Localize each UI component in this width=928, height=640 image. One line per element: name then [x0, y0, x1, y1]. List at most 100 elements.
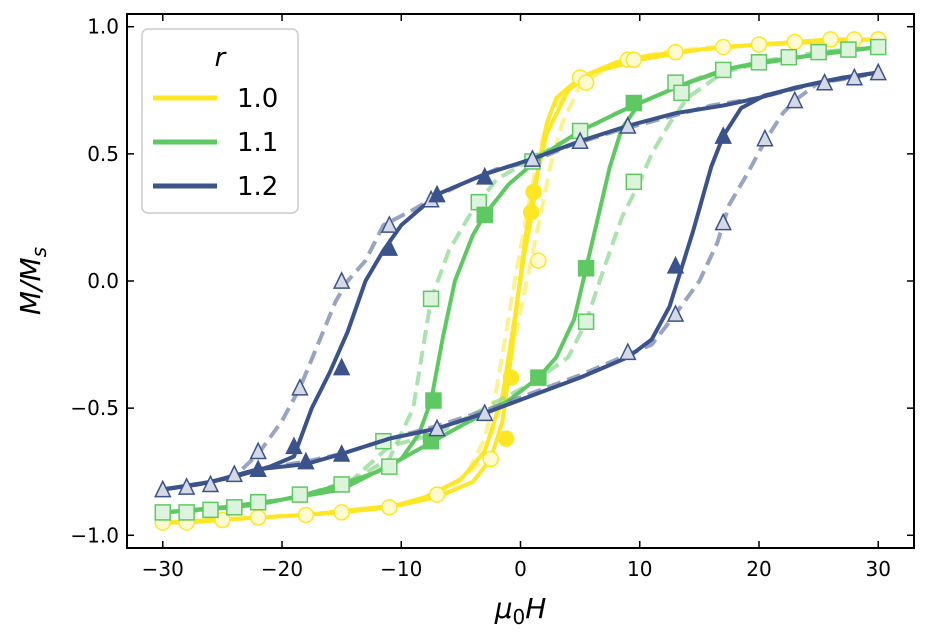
x-tick-label: 10 — [627, 557, 652, 581]
filled-marker-1.1 — [625, 94, 643, 112]
y-tick-label: 1.0 — [87, 15, 119, 39]
y-tick-label: −0.5 — [70, 396, 119, 420]
y-axis-label: M/Ms — [14, 247, 51, 315]
filled-marker-1.2 — [428, 184, 446, 203]
open-marker-1.0 — [297, 506, 315, 524]
open-marker-1.1 — [625, 173, 643, 191]
axis-ticks: −30 −20 −10 0 10 20 30 1.0 0.5 0.0 −0.5 −1.0 — [70, 14, 914, 581]
open-marker-1.2 — [714, 212, 732, 231]
open-marker-1.2 — [177, 477, 196, 495]
series-1.2 — [154, 62, 887, 498]
open-marker-1.1 — [422, 290, 440, 308]
open-marker-1.0 — [667, 43, 684, 61]
open-marker-1.1 — [840, 41, 857, 58]
filled-marker-1.2 — [666, 255, 685, 274]
open-marker-1.1 — [381, 458, 398, 475]
open-marker-1.2 — [225, 464, 244, 483]
open-marker-1.2 — [201, 474, 220, 493]
open-marker-1.0 — [381, 499, 398, 516]
open-marker-1.1 — [249, 493, 267, 511]
open-marker-1.0 — [249, 509, 267, 526]
filled-marker-1.0 — [497, 430, 515, 447]
open-marker-1.2 — [154, 479, 172, 498]
open-marker-1.0 — [577, 74, 595, 91]
x-tick-label: 20 — [746, 557, 771, 581]
x-tick-label: −30 — [142, 557, 184, 581]
open-marker-1.1 — [226, 499, 243, 516]
open-marker-1.1 — [333, 476, 350, 493]
open-marker-1.1 — [577, 313, 595, 330]
x-tick-label: −20 — [261, 557, 303, 581]
filled-marker-1.2 — [332, 357, 351, 376]
filled-marker-1.2 — [380, 238, 399, 256]
open-marker-1.1 — [673, 84, 690, 102]
open-marker-1.0 — [714, 38, 732, 56]
open-marker-1.2 — [523, 149, 542, 167]
open-marker-1.2 — [845, 67, 864, 86]
open-marker-1.0 — [625, 51, 643, 69]
open-marker-1.1 — [750, 54, 768, 71]
open-marker-1.2 — [380, 215, 399, 233]
legend: r 1.0 1.1 1.2 — [141, 28, 299, 214]
open-marker-1.0 — [750, 36, 768, 53]
y-tick-label: −1.0 — [70, 523, 119, 547]
filled-marker-1.2 — [714, 126, 732, 144]
open-marker-1.0 — [530, 252, 547, 269]
open-marker-1.1 — [780, 48, 798, 66]
open-marker-1.2 — [786, 90, 804, 109]
open-marker-1.1 — [291, 486, 309, 503]
open-marker-1.1 — [202, 501, 219, 519]
filled-marker-1.2 — [332, 444, 351, 462]
filled-marker-1.1 — [425, 392, 442, 409]
series-1.1 — [154, 38, 887, 521]
open-marker-1.0 — [786, 33, 804, 51]
series-clip-group — [154, 31, 887, 531]
x-tick-label: 0 — [514, 557, 527, 581]
legend-label-1.0: 1.0 — [237, 84, 278, 114]
filled-marker-1.0 — [522, 204, 540, 221]
open-marker-1.2 — [756, 128, 774, 147]
open-marker-1.1 — [154, 504, 172, 521]
filled-marker-1.2 — [285, 436, 303, 455]
legend-box — [141, 28, 299, 214]
open-marker-1.1 — [178, 504, 195, 521]
filled-marker-1.1 — [577, 260, 595, 277]
filled-marker-1.2 — [476, 166, 494, 185]
series-1.0 — [154, 31, 887, 531]
open-marker-1.1 — [869, 38, 887, 56]
legend-label-1.2: 1.2 — [237, 172, 278, 202]
open-marker-1.0 — [482, 450, 499, 468]
series-layer — [154, 31, 887, 531]
legend-title: r — [215, 43, 228, 73]
open-marker-1.2 — [619, 116, 637, 134]
open-marker-1.2 — [249, 441, 267, 460]
open-marker-1.2 — [815, 72, 834, 91]
filled-marker-1.1 — [476, 206, 493, 224]
x-tick-label: 30 — [866, 557, 891, 581]
open-marker-1.1 — [810, 43, 827, 61]
open-marker-1.2 — [476, 403, 494, 422]
filled-marker-1.2 — [249, 459, 267, 478]
legend-entries: 1.0 1.1 1.2 — [153, 84, 278, 202]
filled-marker-1.1 — [530, 369, 547, 386]
open-marker-1.2 — [291, 377, 309, 396]
open-marker-1.2 — [428, 418, 446, 437]
filled-marker-1.0 — [502, 369, 520, 386]
open-marker-1.0 — [428, 486, 446, 503]
open-marker-1.2 — [571, 131, 589, 150]
solid-branch-1.2-1 — [162, 70, 879, 492]
open-marker-1.2 — [666, 304, 685, 322]
y-tick-label: 0.0 — [87, 269, 119, 293]
open-marker-1.0 — [333, 504, 350, 521]
x-tick-label: −10 — [380, 557, 422, 581]
open-marker-1.2 — [619, 342, 637, 361]
open-marker-1.2 — [869, 62, 887, 81]
filled-marker-1.0 — [525, 183, 542, 201]
x-axis-label: μ0H — [494, 592, 547, 629]
solid-branch-1.2-0 — [162, 70, 879, 492]
open-marker-1.0 — [822, 31, 839, 48]
legend-label-1.1: 1.1 — [237, 128, 278, 158]
filled-marker-1.2 — [297, 451, 315, 470]
open-marker-1.2 — [332, 271, 351, 289]
